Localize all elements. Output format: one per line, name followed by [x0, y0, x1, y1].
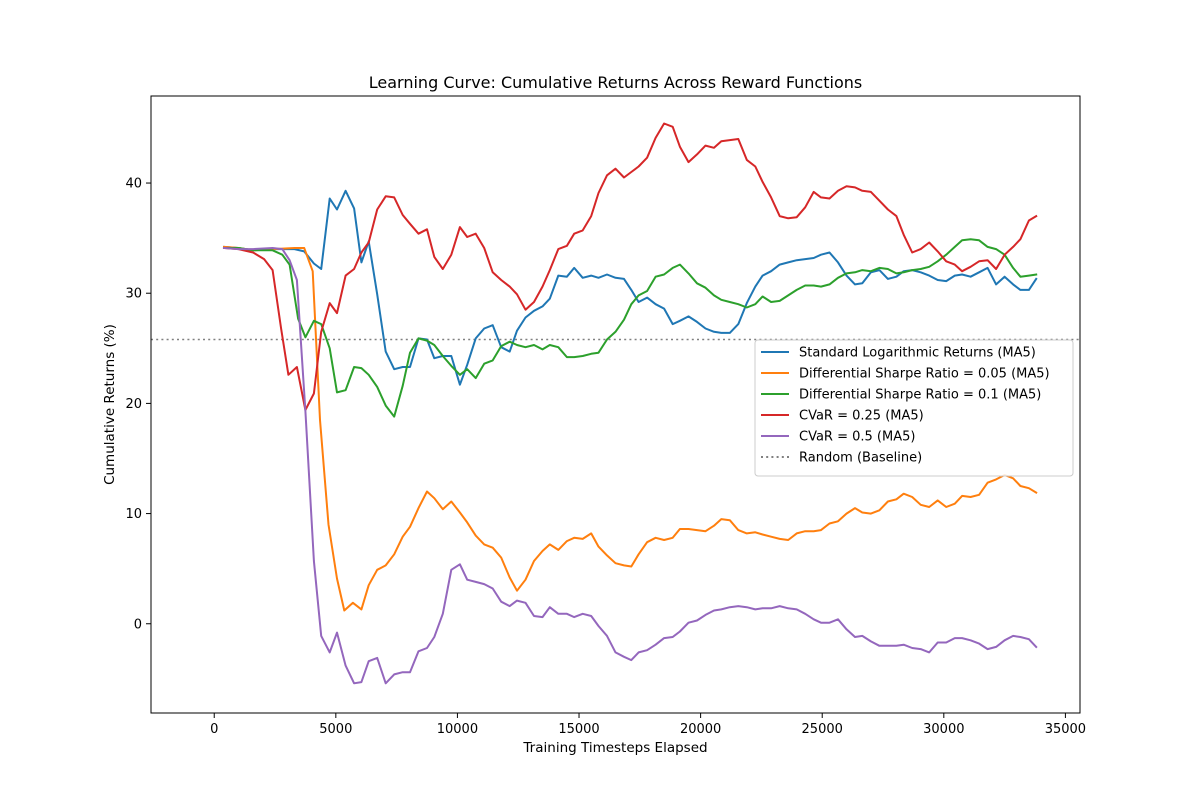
y-tick-label: 10 [125, 507, 142, 522]
series-line-2 [222, 245, 1038, 612]
series-line-4 [222, 122, 1038, 411]
y-tick-label: 20 [125, 397, 142, 412]
x-tick-label: 0 [210, 722, 218, 737]
y-tick-label: 40 [125, 177, 142, 192]
y-tick-label: 30 [125, 287, 142, 302]
y-axis-label: Cumulative Returns (%) [102, 324, 118, 485]
x-tick-label: 5000 [319, 722, 352, 737]
series-line-3 [223, 238, 1038, 418]
x-tick-label: 35000 [1045, 722, 1086, 737]
plot-frame [150, 95, 1081, 714]
legend-label: CVaR = 0.25 (MA5) [799, 409, 924, 424]
y-axis: 0 10 20 30 40 [125, 177, 151, 632]
y-tick-label: 0 [134, 617, 142, 632]
legend-label: Random (Baseline) [799, 451, 922, 466]
chart-title: Learning Curve: Cumulative Returns Acros… [369, 73, 862, 92]
legend: Standard Logarithmic Returns (MA5) Differ… [754, 339, 1074, 477]
legend-label: Standard Logarithmic Returns (MA5) [799, 346, 1036, 361]
x-tick-label: 20000 [680, 722, 721, 737]
x-tick-label: 10000 [437, 722, 478, 737]
legend-label: Differential Sharpe Ratio = 0.05 (MA5) [799, 367, 1050, 382]
x-axis: 0 5000 10000 15000 20000 25000 30000 35000 [210, 713, 1086, 737]
legend-label: CVaR = 0.5 (MA5) [799, 430, 915, 445]
legend-box [754, 339, 1074, 477]
series-line-5 [222, 246, 1038, 685]
x-tick-label: 15000 [558, 722, 599, 737]
plot-area [151, 122, 1080, 685]
x-axis-label: Training Timesteps Elapsed [522, 740, 707, 756]
legend-label: Differential Sharpe Ratio = 0.1 (MA5) [799, 388, 1041, 403]
x-tick-label: 25000 [802, 722, 843, 737]
x-tick-label: 30000 [923, 722, 964, 737]
